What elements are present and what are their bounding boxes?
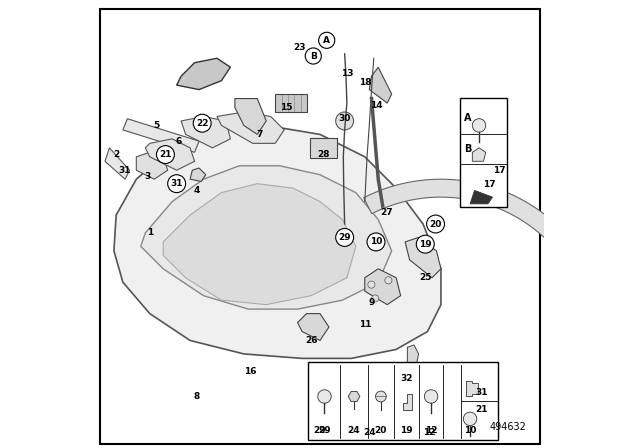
Text: 14: 14 — [370, 101, 382, 110]
Circle shape — [319, 32, 335, 48]
Text: 23: 23 — [294, 43, 306, 52]
Circle shape — [367, 233, 385, 251]
Text: 27: 27 — [380, 208, 392, 217]
Polygon shape — [136, 152, 168, 179]
Text: 12: 12 — [425, 426, 437, 435]
Text: 17: 17 — [483, 180, 495, 189]
Text: 20: 20 — [375, 426, 387, 435]
Circle shape — [156, 146, 174, 164]
Text: A: A — [464, 113, 472, 123]
Polygon shape — [105, 148, 130, 179]
Text: 24: 24 — [348, 426, 360, 435]
Text: B: B — [464, 144, 472, 154]
Text: 2: 2 — [113, 150, 119, 159]
Text: 494632: 494632 — [489, 422, 526, 432]
Polygon shape — [123, 119, 199, 152]
Text: 19: 19 — [400, 426, 413, 435]
Polygon shape — [365, 269, 401, 305]
Circle shape — [427, 215, 445, 233]
Text: 31: 31 — [170, 179, 183, 188]
Polygon shape — [364, 179, 609, 326]
Text: 22: 22 — [196, 119, 209, 128]
Circle shape — [424, 390, 438, 403]
Text: 5: 5 — [154, 121, 159, 130]
Text: 29: 29 — [318, 426, 331, 435]
Text: 18: 18 — [358, 78, 371, 87]
Polygon shape — [217, 112, 284, 143]
Circle shape — [376, 391, 387, 402]
Polygon shape — [181, 116, 230, 148]
FancyBboxPatch shape — [100, 9, 540, 444]
Text: 29: 29 — [339, 233, 351, 242]
Polygon shape — [348, 392, 360, 401]
Circle shape — [417, 235, 435, 253]
Circle shape — [168, 175, 186, 193]
Text: 3: 3 — [145, 172, 150, 181]
FancyBboxPatch shape — [310, 138, 337, 158]
Polygon shape — [141, 166, 392, 309]
Text: 11: 11 — [358, 320, 371, 329]
Polygon shape — [407, 345, 419, 365]
Text: 21: 21 — [159, 150, 172, 159]
Text: 8: 8 — [194, 392, 200, 401]
Text: 12: 12 — [424, 428, 436, 437]
Text: 24: 24 — [363, 428, 376, 437]
Polygon shape — [403, 394, 412, 410]
Text: 1: 1 — [147, 228, 153, 237]
Circle shape — [317, 390, 332, 403]
FancyBboxPatch shape — [478, 163, 502, 182]
Text: 32: 32 — [400, 374, 413, 383]
FancyBboxPatch shape — [460, 98, 507, 207]
Text: 4: 4 — [194, 186, 200, 195]
Circle shape — [305, 48, 321, 64]
Text: 20: 20 — [429, 220, 442, 228]
Text: 16: 16 — [244, 367, 257, 376]
FancyBboxPatch shape — [308, 362, 498, 440]
Text: 17: 17 — [493, 166, 506, 175]
Text: 30: 30 — [339, 114, 351, 123]
Text: 29: 29 — [314, 426, 326, 435]
Text: 21: 21 — [475, 405, 488, 414]
Circle shape — [368, 281, 375, 288]
Polygon shape — [275, 94, 307, 112]
Circle shape — [372, 295, 379, 302]
Text: 15: 15 — [280, 103, 292, 112]
Polygon shape — [369, 67, 392, 103]
Text: 31: 31 — [119, 166, 131, 175]
Circle shape — [193, 114, 211, 132]
Text: A: A — [323, 36, 330, 45]
Circle shape — [336, 228, 354, 246]
Polygon shape — [163, 184, 356, 305]
Circle shape — [472, 119, 486, 132]
Polygon shape — [235, 99, 266, 134]
Polygon shape — [114, 125, 441, 358]
Circle shape — [385, 277, 392, 284]
Polygon shape — [470, 190, 493, 204]
Polygon shape — [157, 143, 186, 159]
Text: 19: 19 — [419, 240, 431, 249]
Text: 26: 26 — [305, 336, 317, 345]
Polygon shape — [177, 58, 230, 90]
Text: 28: 28 — [317, 150, 330, 159]
Text: 6: 6 — [176, 137, 182, 146]
Circle shape — [463, 412, 477, 426]
Polygon shape — [466, 381, 477, 396]
Text: 13: 13 — [340, 69, 353, 78]
Polygon shape — [405, 237, 441, 278]
Text: B: B — [310, 52, 317, 60]
Circle shape — [336, 112, 354, 130]
Text: 25: 25 — [419, 273, 431, 282]
Text: 7: 7 — [257, 130, 262, 139]
Text: 10: 10 — [464, 426, 476, 435]
Text: 31: 31 — [475, 388, 488, 396]
Polygon shape — [145, 139, 195, 170]
Text: 10: 10 — [370, 237, 382, 246]
Polygon shape — [472, 148, 486, 161]
Polygon shape — [190, 168, 206, 181]
Polygon shape — [298, 314, 329, 340]
Text: 9: 9 — [369, 298, 374, 307]
